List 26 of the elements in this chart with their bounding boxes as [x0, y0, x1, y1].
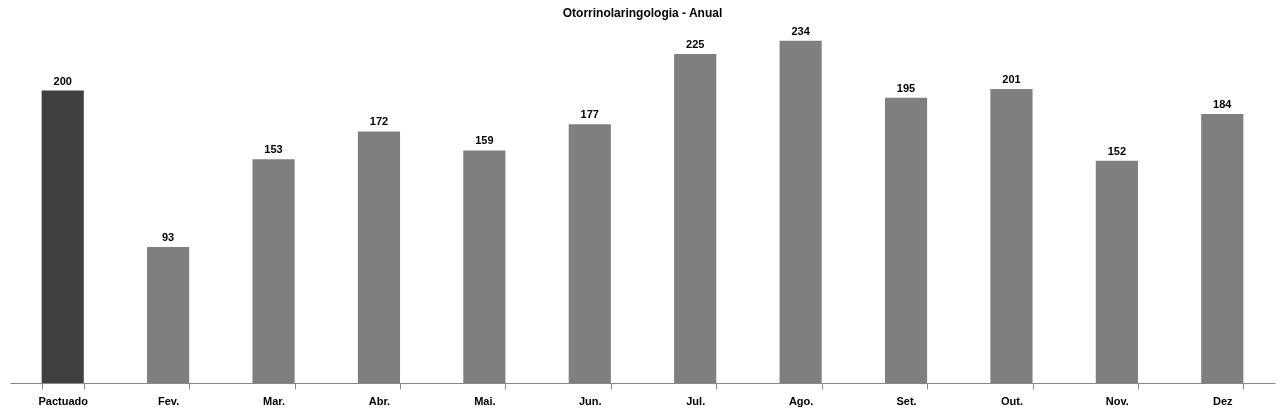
x-tick-label: Mai.	[474, 394, 496, 407]
data-label: 152	[1107, 144, 1127, 157]
data-label: 177	[580, 108, 599, 121]
data-label: 159	[475, 134, 494, 147]
x-tick-label: Abr.	[368, 394, 391, 407]
data-label: 195	[896, 81, 916, 94]
data-label: 225	[686, 37, 705, 50]
x-tick-label: Mar.	[263, 394, 286, 407]
x-tick-label: Jul.	[686, 394, 706, 407]
x-tick-label: Nov.	[1105, 394, 1129, 407]
data-label: 93	[162, 230, 175, 243]
x-tick-label: Pactuado	[38, 394, 89, 407]
bar	[41, 90, 84, 383]
x-tick-label: Fev.	[158, 394, 180, 407]
x-tick-label: Dez	[1213, 394, 1234, 407]
x-tick-label: Jun.	[578, 394, 602, 407]
x-tick-label: Ago.	[788, 394, 814, 407]
data-label: 200	[53, 74, 72, 87]
data-label: 201	[1002, 73, 1021, 86]
x-tick-label: Out.	[1000, 394, 1023, 407]
data-label: 153	[264, 143, 283, 156]
x-tick-label: Set.	[896, 394, 917, 407]
data-label: 184	[1213, 97, 1233, 110]
chart-title: Otorrinolaringologia - Anual	[562, 5, 723, 20]
data-label: 234	[791, 24, 811, 37]
data-label: 172	[369, 115, 389, 128]
